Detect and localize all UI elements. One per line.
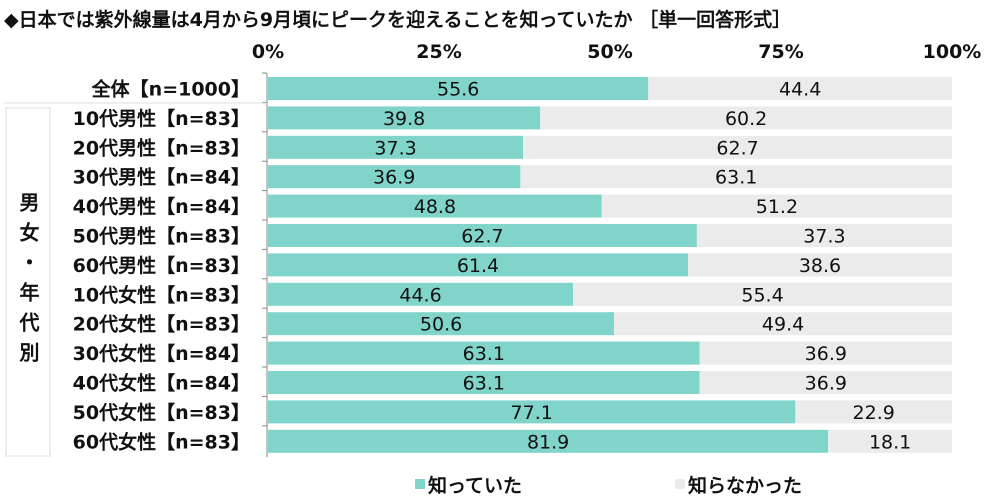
legend-label: 知らなかった (688, 474, 802, 497)
data-label: 49.4 (762, 314, 804, 336)
category-label: 全体【n=1000】 (91, 78, 250, 101)
category-label: 20代女性【n=83】 (73, 313, 250, 336)
x-tick-label: 100% (923, 41, 982, 63)
group-label-container: 男女・年代別 (6, 108, 50, 456)
data-label: 44.6 (399, 284, 441, 306)
x-tick-label: 75% (758, 41, 803, 63)
data-label: 77.1 (511, 402, 553, 424)
x-tick-label: 25% (416, 41, 461, 63)
data-label: 44.4 (779, 79, 821, 101)
category-label: 50代女性【n=83】 (73, 401, 250, 424)
bar-knew (268, 194, 602, 218)
bar-did-not-know (520, 165, 952, 189)
data-label: 37.3 (374, 137, 416, 159)
group-box (5, 107, 51, 457)
bar-did-not-know (573, 282, 952, 306)
bar-did-not-know (828, 429, 952, 453)
data-label: 63.1 (463, 373, 505, 395)
bar-did-not-know (795, 400, 952, 424)
bar-knew (268, 429, 829, 453)
bar-did-not-know (648, 77, 952, 100)
bar-knew (268, 312, 615, 336)
data-label: 36.9 (805, 343, 847, 365)
bar-did-not-know (601, 194, 952, 218)
category-label: 10代男性【n=83】 (73, 107, 250, 130)
data-label: 22.9 (853, 402, 895, 424)
bar-knew (268, 253, 688, 277)
bar-knew (268, 77, 649, 100)
data-label: 36.9 (805, 373, 847, 395)
bar-knew (268, 135, 524, 159)
category-label: 40代男性【n=84】 (73, 195, 250, 218)
x-tick-label: 0% (252, 41, 284, 63)
bar-knew (268, 371, 700, 394)
bar-did-not-know (614, 312, 952, 336)
category-label: 60代男性【n=83】 (73, 254, 250, 277)
data-label: 50.6 (420, 314, 462, 336)
data-label: 55.6 (437, 79, 479, 101)
category-label: 20代男性【n=83】 (73, 136, 250, 159)
data-label: 60.2 (725, 108, 767, 130)
data-label: 51.2 (756, 196, 798, 218)
category-label: 10代女性【n=83】 (73, 283, 250, 306)
data-label: 81.9 (527, 431, 569, 453)
group-label: 男女・年代別 (16, 192, 40, 372)
bar-did-not-know (699, 371, 952, 394)
data-label: 63.1 (715, 167, 757, 189)
data-label: 48.8 (414, 196, 456, 218)
bar-knew (268, 106, 541, 130)
chart-title: ◆日本では紫外線量は4月から9月頃にピークを迎えることを知っていたか ［単一回答… (4, 8, 791, 31)
category-label: 50代男性【n=83】 (73, 225, 250, 248)
bar-did-not-know (699, 341, 952, 365)
data-label: 38.6 (799, 255, 841, 277)
bar-did-not-know (523, 135, 952, 159)
category-label: 30代男性【n=84】 (73, 166, 250, 189)
bar-knew (268, 224, 697, 247)
data-label: 61.4 (457, 255, 499, 277)
category-label: 30代女性【n=84】 (73, 342, 250, 365)
x-tick-label: 50% (587, 41, 632, 63)
bar-knew (268, 341, 700, 365)
legend-label: 知っていた (428, 474, 522, 497)
bar-did-not-know (540, 106, 952, 130)
legend-swatch (415, 479, 425, 489)
data-label: 62.7 (461, 226, 503, 248)
category-label: 60代女性【n=83】 (73, 430, 250, 453)
data-label: 39.8 (383, 108, 425, 130)
category-label: 40代女性【n=84】 (73, 372, 250, 395)
bar-did-not-know (696, 224, 952, 247)
data-label: 62.7 (716, 137, 758, 159)
bar-knew (268, 165, 521, 189)
data-label: 37.3 (803, 226, 845, 248)
bar-knew (268, 282, 574, 306)
data-label: 63.1 (463, 343, 505, 365)
bar-knew (268, 400, 796, 424)
data-label: 36.9 (373, 167, 415, 189)
legend-swatch (675, 479, 685, 489)
data-label: 18.1 (869, 431, 911, 453)
data-label: 55.4 (741, 284, 783, 306)
bar-did-not-know (687, 253, 952, 277)
